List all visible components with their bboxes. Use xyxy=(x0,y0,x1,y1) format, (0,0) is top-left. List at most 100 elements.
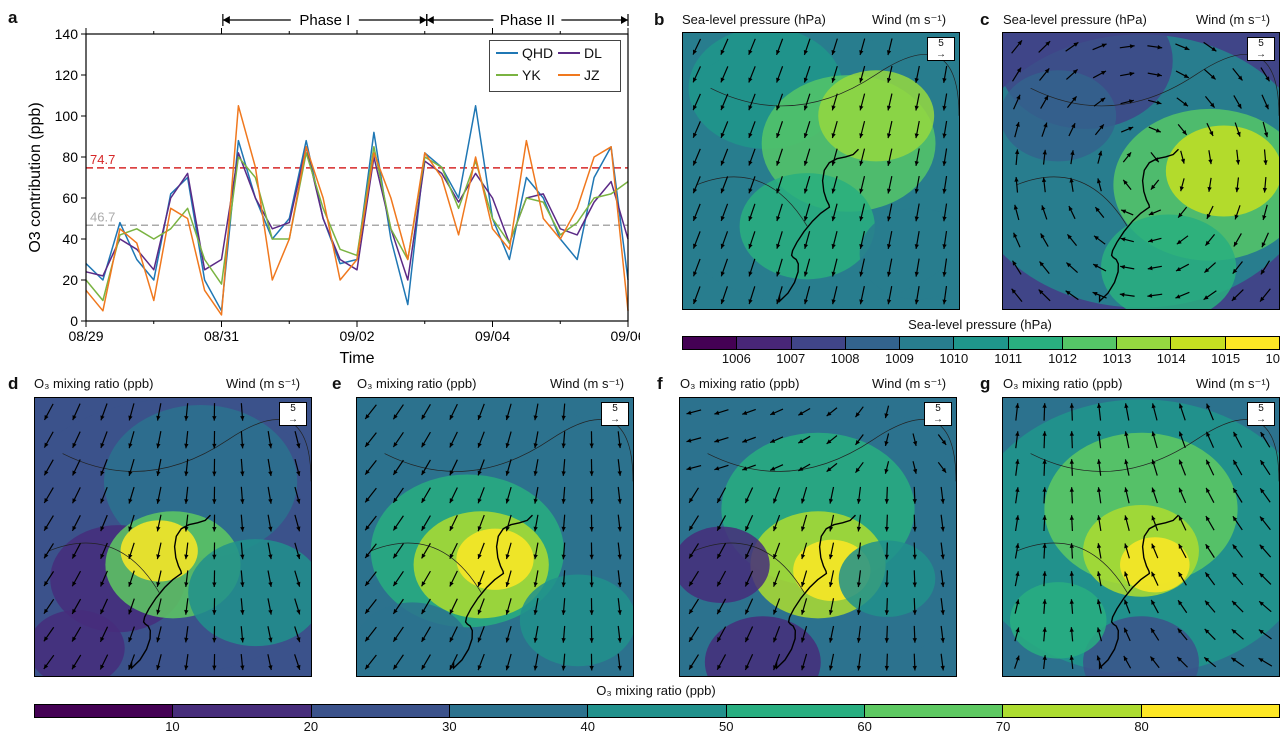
colorbar-segment xyxy=(311,705,450,717)
wind-arrow-head xyxy=(561,665,566,671)
wind-arrow-head xyxy=(1259,601,1264,606)
wind-arrow-head xyxy=(561,471,566,476)
wind-arrow-head xyxy=(128,470,133,476)
wind-arrow-head xyxy=(942,216,947,222)
boundary-line xyxy=(384,419,633,482)
wind-arrow-head xyxy=(533,443,538,449)
wind-arrow-head xyxy=(940,637,945,643)
wind-arrow-head xyxy=(855,412,860,418)
map-panel-g: 5 → xyxy=(1002,397,1280,677)
wind-arrow-head xyxy=(1041,205,1046,211)
wind-arrow-head xyxy=(886,105,892,111)
wind-arrow-head xyxy=(1069,655,1074,660)
wind-arrow-head xyxy=(533,470,538,476)
wind-arrow-head xyxy=(365,441,370,447)
wind-arrow-head xyxy=(1120,237,1126,242)
wind-arrow-head xyxy=(365,608,370,614)
wind-arrow-head xyxy=(748,299,753,305)
wind-arrow-head xyxy=(1263,160,1268,165)
wind-arrow-head xyxy=(1258,658,1264,663)
wind-arrow-head xyxy=(1264,104,1269,110)
wind-arrow-head xyxy=(212,554,217,560)
colorbar-tick-label: 1009 xyxy=(884,351,914,366)
wind-arrow-head xyxy=(1016,94,1021,100)
panel-label-d: d xyxy=(8,374,19,393)
wind-arrow-head xyxy=(268,526,273,532)
wind-arrow-head xyxy=(184,526,189,532)
wind-arrow-head xyxy=(156,665,161,670)
wind-arrow-head xyxy=(776,105,781,111)
wind-arrow-head xyxy=(859,243,864,249)
wind-arrow-head xyxy=(770,466,776,471)
wind-arrow-head xyxy=(940,665,945,671)
wind-arrow-head xyxy=(940,526,945,532)
wind-arrow-head xyxy=(617,526,622,532)
wind-arrow-head xyxy=(184,499,189,504)
wind-arrow-head xyxy=(828,582,834,587)
wind-arrow-head xyxy=(831,105,836,111)
map-panel-b: 5 → xyxy=(682,32,960,310)
wind-arrow-head xyxy=(212,416,217,421)
wind-arrow-head xyxy=(714,466,720,471)
colorbar-tick-label: 1014 xyxy=(1156,351,1186,366)
wind-arrow-head xyxy=(1207,186,1212,192)
wind-arrow-head xyxy=(212,582,217,587)
wind-arrow-head xyxy=(717,609,722,615)
y-tick-label: 60 xyxy=(62,190,78,206)
wind-arrow-head xyxy=(745,525,750,531)
wind-arrow-head xyxy=(1015,655,1020,661)
wind-arrow-head xyxy=(914,105,919,111)
wind-arrow-head xyxy=(717,525,722,531)
wind-arrow-head xyxy=(1155,128,1161,133)
wind-arrow-head xyxy=(421,581,426,587)
wind-arrow-head xyxy=(1017,40,1022,46)
wind-arrow-head xyxy=(393,469,398,475)
y-axis-label: O3 contribution (ppb) xyxy=(27,102,44,252)
wind-arrow-head xyxy=(477,609,482,615)
wind-arrow-head xyxy=(1096,627,1102,633)
wind-arrow-head xyxy=(1178,212,1183,218)
wind-arrow-head xyxy=(689,664,694,670)
wind-arrow-head xyxy=(1068,205,1073,211)
wind-arrow-head xyxy=(184,609,189,615)
wind-arrow-head xyxy=(1178,487,1183,493)
boundary-line xyxy=(1016,176,1128,227)
wind-arrow-head xyxy=(100,636,105,642)
wind-arrow-head xyxy=(617,443,622,449)
wind-arrow-head xyxy=(1124,599,1129,605)
wind-arrow-head xyxy=(1178,600,1183,606)
wind-arrow-head xyxy=(859,271,864,277)
wind-arrow-head xyxy=(393,525,398,531)
wind-arrow-head xyxy=(128,526,133,532)
wind-arrow-head xyxy=(1101,70,1107,76)
wind-arrow-head xyxy=(1015,403,1020,408)
x-tick-label: 09/06 xyxy=(610,328,640,344)
wind-arrow-head xyxy=(803,216,809,222)
wind-arrow-head xyxy=(72,415,77,421)
coastline xyxy=(452,514,533,670)
wind-arrow-head xyxy=(884,582,890,588)
wind-arrow-head xyxy=(1096,655,1101,661)
wind-arrow-head xyxy=(393,442,398,448)
wind-arrow-head xyxy=(1179,186,1184,192)
wind-arrow-head xyxy=(1265,76,1270,82)
wind-arrow-head xyxy=(886,244,892,249)
wind-arrow-head xyxy=(393,497,398,503)
wind-arrow-head xyxy=(689,609,694,614)
wind-arrow-head xyxy=(1096,431,1102,436)
wind-arrow-head xyxy=(296,664,301,670)
wind-scale-label: 5 xyxy=(612,403,618,414)
wind-arrow-head xyxy=(393,581,398,587)
boundary-line xyxy=(710,54,959,116)
wind-arrow-head xyxy=(826,411,832,417)
wind-arrow-head xyxy=(745,498,750,504)
wind-arrow-head xyxy=(1014,177,1019,182)
wind-arrow-head xyxy=(803,77,808,83)
wind-arrow-head xyxy=(268,665,273,671)
wind-arrow-head xyxy=(1206,487,1211,493)
wind-arrow-head xyxy=(1128,99,1134,104)
wind-arrow-head xyxy=(942,244,947,249)
wind-arrow-head xyxy=(72,470,77,476)
wind-arrow-head xyxy=(100,609,105,615)
wind-arrow-head xyxy=(693,49,697,55)
